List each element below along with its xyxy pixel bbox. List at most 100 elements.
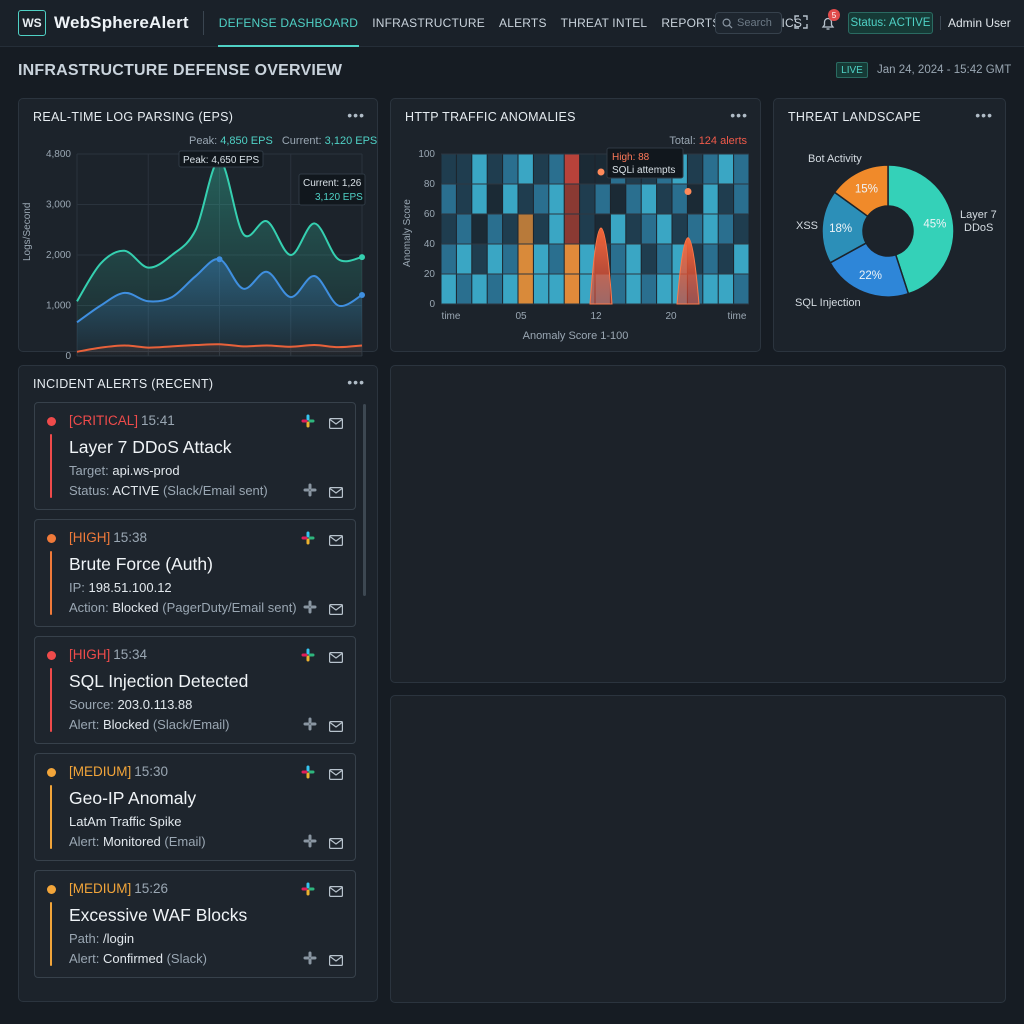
mail-icon[interactable] — [329, 650, 344, 668]
current-label: Current: — [281, 135, 322, 147]
alert-title: Excessive WAF Blocks — [69, 905, 248, 925]
more-options-icon[interactable]: ••• — [730, 107, 748, 123]
slack-icon[interactable] — [303, 717, 317, 736]
alert-severity: [MEDIUM] — [69, 764, 132, 779]
y-tick-label: 20 — [424, 269, 436, 280]
heatmap-cell — [441, 274, 456, 304]
user-name: Admin User — [948, 16, 1011, 30]
alert-card[interactable]: [HIGH] 15:34 SQL Injection Detected Source:… — [34, 636, 356, 744]
slack-icon[interactable] — [301, 414, 315, 433]
alert-status-key: Action: — [69, 600, 109, 615]
nav-reports[interactable]: REPORTS — [661, 16, 721, 30]
more-options-icon[interactable]: ••• — [975, 107, 993, 123]
alert-detail-key: IP: — [69, 580, 85, 595]
alert-time: 15:38 — [113, 530, 148, 545]
heatmap-cell — [456, 154, 472, 184]
slack-icon[interactable] — [301, 765, 315, 784]
alert-detail-value: 203.0.113.88 — [117, 697, 193, 712]
series-line-error-logs — [76, 343, 363, 353]
mail-icon[interactable] — [329, 602, 344, 620]
heatmap-cell — [626, 244, 641, 274]
panel-title: INCIDENT ALERTS (RECENT) — [33, 377, 214, 391]
nav-infrastructure[interactable]: INFRASTRUCTURE — [372, 16, 485, 30]
y-tick-label: 0 — [429, 299, 435, 310]
panel-title: HTTP TRAFFIC ANOMALIES — [405, 110, 576, 124]
x-axis-label: Anomaly Score 1-100 — [522, 330, 629, 342]
mail-icon[interactable] — [329, 533, 344, 551]
alert-card[interactable]: [MEDIUM] 15:30 Geo-IP Anomaly LatAm Traffi… — [34, 753, 356, 861]
alert-detail-value: api.ws-prod — [112, 463, 180, 478]
heatmap-cell — [718, 154, 734, 184]
log-parsing-panel: REAL-TIME LOG PARSING (EPS) ••• Peak: 4,… — [18, 98, 378, 378]
alert-card[interactable]: [MEDIUM] 15:26 Excessive WAF Blocks Path: /… — [34, 870, 356, 978]
more-options-icon[interactable]: ••• — [347, 374, 365, 390]
mail-icon[interactable] — [329, 884, 344, 902]
label-bot-activity: Bot Activity — [808, 153, 862, 165]
threat-donut-chart: 45% 22% 18% 15% — [821, 164, 955, 298]
x-tick-label: 05 — [515, 311, 527, 322]
slack-icon[interactable] — [301, 882, 315, 901]
alert-detail: Source: 203.0.113.88 — [69, 697, 192, 712]
alert-status-extra: (Slack/Email sent) — [162, 483, 268, 498]
mail-icon[interactable] — [329, 953, 344, 971]
alerts-scrollbar[interactable] — [363, 404, 366, 596]
slack-icon[interactable] — [301, 648, 315, 667]
slack-icon[interactable] — [303, 600, 317, 619]
current-tooltip-box — [298, 173, 366, 206]
more-options-icon[interactable]: ••• — [347, 107, 365, 123]
slack-icon[interactable] — [303, 834, 317, 853]
alert-status-value: Blocked — [112, 600, 159, 615]
heatmap-cell — [626, 214, 641, 244]
donut-value-label: 15% — [855, 184, 878, 196]
search-icon — [722, 18, 733, 29]
user-menu[interactable]: Admin User — [940, 16, 1011, 30]
heatmap-cell — [564, 184, 580, 214]
status-badge: Status: ACTIVE — [848, 12, 933, 34]
search-input[interactable]: Search — [715, 12, 782, 34]
slack-icon[interactable] — [303, 951, 317, 970]
page-title: INFRASTRUCTURE DEFENSE OVERVIEW — [18, 62, 343, 79]
mail-icon[interactable] — [329, 836, 344, 854]
alert-status-key: Alert: — [69, 834, 100, 849]
heatmap-cell — [549, 244, 564, 274]
spike-tooltip-value: High: 88 — [612, 152, 650, 163]
alert-time: 15:30 — [134, 764, 169, 779]
slack-icon[interactable] — [303, 483, 317, 502]
fullscreen-icon[interactable] — [794, 15, 808, 29]
alert-status-value: Confirmed — [102, 951, 163, 966]
current-value: 3,120 EPS — [324, 135, 378, 147]
mail-icon[interactable] — [329, 416, 344, 434]
nav-threat-intel[interactable]: THREAT INTEL — [560, 16, 648, 30]
heatmap-cell — [734, 274, 749, 304]
slack-icon[interactable] — [301, 531, 315, 550]
alert-status: Status: ACTIVE (Slack/Email sent) — [69, 483, 268, 498]
severity-dot — [47, 651, 56, 660]
severity-dot — [47, 417, 56, 426]
alert-severity: [MEDIUM] — [69, 881, 132, 896]
donut-slice-layer-7-ddos — [887, 164, 955, 295]
label-sql-injection: SQL Injection — [795, 297, 861, 309]
alert-severity-time: [CRITICAL] 15:41 — [69, 413, 175, 428]
alert-card[interactable]: [HIGH] 15:38 Brute Force (Auth) IP: 198.51.… — [34, 519, 356, 627]
app-name: WebSphereAlert — [54, 13, 189, 32]
heatmap-cell — [533, 244, 549, 274]
heatmap-cell — [564, 154, 580, 184]
divider — [202, 11, 204, 35]
nav-defense-dashboard[interactable]: DEFENSE DASHBOARD — [212, 0, 365, 47]
heatmap-cell — [657, 214, 672, 244]
alert-card[interactable]: [CRITICAL] 15:41 Layer 7 DDoS Attack Target… — [34, 402, 356, 510]
heatmap-cell — [734, 184, 749, 214]
app-logo[interactable]: WS WebSphereAlert — [18, 10, 189, 36]
mail-icon[interactable] — [329, 485, 344, 503]
mail-icon[interactable] — [329, 719, 344, 737]
alert-detail: IP: 198.51.100.12 — [69, 580, 172, 595]
nav-alerts[interactable]: ALERTS — [499, 16, 547, 30]
alert-detail: Target: api.ws-prod — [69, 463, 180, 478]
y-tick-label: 1,000 — [46, 301, 71, 312]
alert-severity-time: [HIGH] 15:38 — [69, 530, 147, 545]
http-anomalies-panel: HTTP TRAFFIC ANOMALIES ••• Total: 124 al… — [390, 98, 761, 352]
heatmap-cell — [518, 214, 533, 244]
heatmap-cell — [533, 214, 549, 244]
heatmap-cell — [487, 214, 503, 244]
mail-icon[interactable] — [329, 767, 344, 785]
